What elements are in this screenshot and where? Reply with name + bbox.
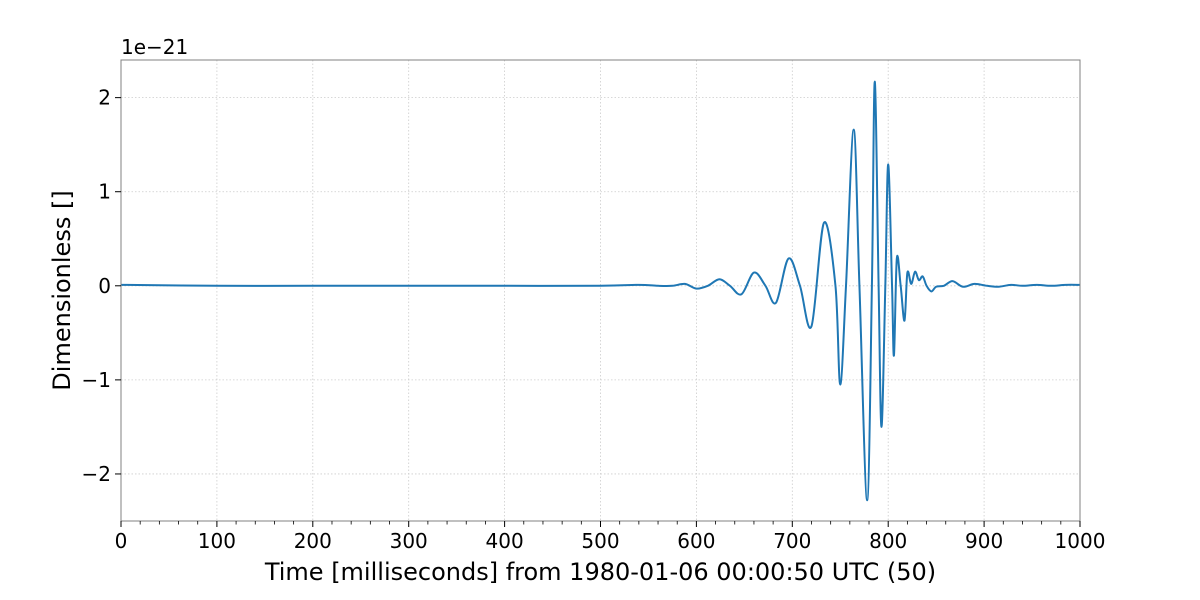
y-offset-label: 1e−21 bbox=[121, 35, 188, 59]
x-tick-label: 600 bbox=[677, 529, 715, 553]
axis-ticks: 0 100 200 300 400 500 600 700 800 900 1000 −2 −1 0 1 2 bbox=[82, 86, 1106, 553]
y-tick-label: −1 bbox=[82, 368, 111, 392]
y-tick-label: −2 bbox=[82, 462, 111, 486]
plot-frame bbox=[120, 59, 1081, 522]
x-tick-label: 900 bbox=[965, 529, 1003, 553]
x-tick-label: 800 bbox=[869, 529, 907, 553]
x-tick-label: 0 bbox=[115, 529, 128, 553]
x-tick-label: 200 bbox=[294, 529, 332, 553]
x-tick-label: 700 bbox=[773, 529, 811, 553]
series-line bbox=[120, 80, 1081, 502]
x-axis-label: Time [milliseconds] from 1980-01-06 00:0… bbox=[264, 558, 936, 586]
axis-labels: 1e−21 Time [milliseconds] from 1980-01-0… bbox=[48, 35, 936, 586]
y-tick-label: 0 bbox=[98, 274, 111, 298]
x-tick-label: 100 bbox=[198, 529, 236, 553]
x-tick-label: 300 bbox=[390, 529, 428, 553]
x-tick-label: 500 bbox=[581, 529, 619, 553]
y-tick-label: 2 bbox=[98, 86, 111, 110]
x-tick-label: 400 bbox=[486, 529, 524, 553]
series-group bbox=[120, 80, 1081, 502]
y-tick-label: 1 bbox=[98, 180, 111, 204]
y-axis-label: Dimensionless [] bbox=[48, 190, 76, 390]
x-tick-label: 1000 bbox=[1055, 529, 1106, 553]
grid bbox=[120, 60, 1081, 521]
